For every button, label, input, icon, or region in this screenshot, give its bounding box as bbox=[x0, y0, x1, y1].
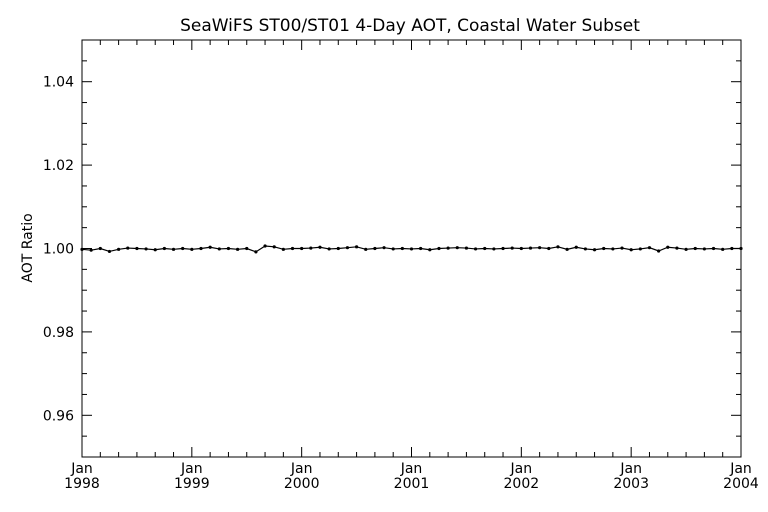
series-point bbox=[236, 247, 240, 251]
series-point bbox=[437, 246, 441, 251]
series-point bbox=[190, 247, 194, 251]
series-point bbox=[117, 247, 121, 251]
series-point bbox=[171, 247, 176, 251]
series-point bbox=[538, 246, 542, 250]
y-tick-label: 0.96 bbox=[43, 408, 74, 424]
series-point bbox=[153, 248, 157, 252]
series-point bbox=[666, 245, 670, 249]
series-point bbox=[473, 247, 478, 251]
x-tick-year-label: 2000 bbox=[284, 476, 320, 492]
series-point bbox=[162, 246, 166, 251]
series-point bbox=[336, 246, 340, 251]
series-point bbox=[98, 246, 102, 251]
series-point bbox=[739, 246, 743, 251]
x-tick-year-label: 2001 bbox=[394, 476, 430, 492]
series-point bbox=[80, 247, 84, 251]
series-point bbox=[711, 246, 716, 251]
series-point bbox=[199, 246, 203, 251]
series-point bbox=[373, 246, 377, 251]
series-point bbox=[300, 246, 304, 251]
series-point bbox=[528, 246, 533, 250]
series-point bbox=[556, 245, 560, 249]
series-point bbox=[382, 246, 386, 250]
series-point bbox=[446, 246, 450, 250]
series-point bbox=[730, 246, 734, 251]
y-axis-label: AOT Ratio bbox=[20, 213, 36, 282]
series-point bbox=[675, 246, 679, 250]
series-point bbox=[583, 247, 588, 251]
x-tick-month-label: Jan bbox=[510, 461, 533, 477]
series-point bbox=[318, 245, 322, 249]
series-point bbox=[592, 248, 597, 252]
x-tick-year-label: 1999 bbox=[174, 476, 210, 492]
series-point bbox=[638, 247, 642, 251]
series-point bbox=[217, 247, 221, 251]
axis-ticks bbox=[81, 39, 742, 458]
series-point bbox=[391, 247, 395, 251]
series-point bbox=[181, 246, 185, 251]
series-point bbox=[657, 249, 661, 253]
series-point bbox=[226, 246, 231, 251]
series-point bbox=[144, 247, 148, 251]
tick-labels: 0.960.981.001.021.04Jan1998Jan1999Jan200… bbox=[43, 75, 759, 492]
series-point bbox=[208, 245, 212, 249]
series-point bbox=[354, 245, 359, 249]
series-point bbox=[647, 246, 652, 250]
series-point bbox=[327, 247, 331, 251]
chart-title: SeaWiFS ST00/ST01 4-Day AOT, Coastal Wat… bbox=[180, 16, 640, 36]
x-tick-month-label: Jan bbox=[729, 461, 752, 477]
series-point bbox=[281, 247, 285, 251]
series-point bbox=[492, 247, 496, 251]
x-tick-year-label: 2004 bbox=[723, 476, 759, 492]
x-tick-year-label: 2002 bbox=[504, 476, 540, 492]
series-point bbox=[400, 246, 404, 251]
x-tick-month-label: Jan bbox=[400, 461, 423, 477]
x-tick-month-label: Jan bbox=[180, 461, 203, 477]
series-point bbox=[620, 246, 624, 250]
series-point bbox=[409, 247, 414, 251]
series-point bbox=[693, 246, 697, 251]
series-point bbox=[245, 246, 249, 251]
series-point bbox=[135, 246, 139, 251]
series-point bbox=[684, 247, 688, 251]
series-point bbox=[89, 248, 93, 252]
series-point bbox=[263, 244, 267, 248]
series-point bbox=[501, 246, 505, 251]
series-point bbox=[510, 246, 514, 250]
series-point bbox=[254, 250, 258, 254]
series-layer bbox=[80, 244, 743, 254]
y-tick-label: 1.00 bbox=[43, 242, 74, 258]
x-tick-month-label: Jan bbox=[290, 461, 313, 477]
series-point bbox=[464, 246, 469, 250]
series-point bbox=[721, 247, 725, 251]
series-point bbox=[611, 247, 615, 251]
y-tick-label: 1.04 bbox=[43, 75, 74, 91]
series-point bbox=[702, 247, 706, 251]
series-point bbox=[574, 245, 578, 249]
series-point bbox=[483, 246, 487, 251]
series-point bbox=[428, 248, 432, 252]
series-point bbox=[290, 246, 295, 251]
series-point bbox=[455, 246, 459, 250]
x-tick-month-label: Jan bbox=[619, 461, 642, 477]
x-tick-month-label: Jan bbox=[70, 461, 93, 477]
series-point bbox=[547, 246, 551, 251]
y-tick-label: 0.98 bbox=[43, 325, 74, 341]
series-point bbox=[107, 249, 112, 254]
x-tick-year-label: 1998 bbox=[64, 476, 100, 492]
series-point bbox=[309, 246, 313, 250]
series-point bbox=[565, 247, 569, 251]
series-point bbox=[602, 246, 606, 251]
series-point bbox=[629, 248, 633, 252]
series-point bbox=[519, 246, 523, 251]
series-point bbox=[345, 246, 350, 250]
series-point bbox=[126, 246, 130, 250]
series-point bbox=[419, 246, 423, 251]
series-point bbox=[272, 245, 276, 249]
y-tick-label: 1.02 bbox=[43, 158, 74, 174]
x-tick-year-label: 2003 bbox=[613, 476, 649, 492]
series-point bbox=[364, 247, 368, 251]
